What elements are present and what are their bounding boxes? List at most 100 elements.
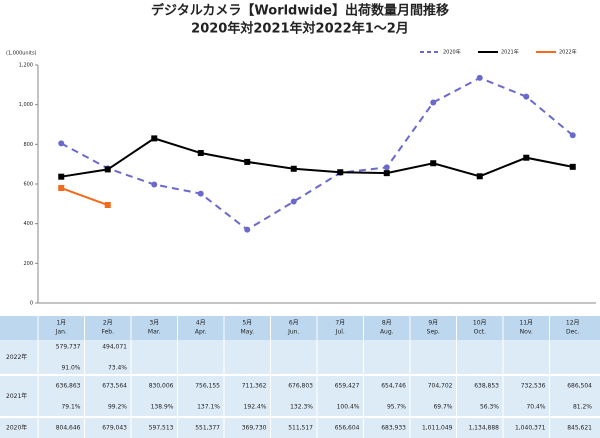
point — [58, 173, 65, 180]
month-jp: 1月 — [56, 320, 66, 327]
y-tick-label: 400 — [23, 221, 33, 227]
cell-value: 551,377 — [195, 425, 220, 432]
point — [523, 93, 530, 100]
y-tick-label: 1,000 — [19, 102, 33, 108]
y-tick-label: 0 — [30, 301, 33, 307]
point — [58, 140, 65, 147]
cell-value: 636,863 — [56, 383, 81, 390]
cell-value: 673,564 — [102, 383, 127, 390]
cell-value: 676,803 — [288, 383, 313, 390]
month-jp: 11月 — [519, 320, 533, 327]
cell-value: 711,362 — [242, 383, 267, 390]
month-en: May. — [241, 329, 255, 336]
cell-value: 686,504 — [567, 383, 592, 390]
chart-title: デジタルカメラ【Worldwide】出荷数量月間推移 — [151, 3, 449, 19]
cell-value: 579,737 — [56, 344, 81, 351]
cell-value: 1,011,049 — [422, 425, 453, 432]
cell-value: 1,134,888 — [468, 425, 499, 432]
series-line — [61, 137, 573, 178]
month-en: Apr. — [195, 329, 207, 336]
cell-ratio: 70.4% — [526, 404, 545, 411]
row-label: 2020年 — [6, 424, 27, 432]
month-en: Oct. — [474, 329, 486, 336]
y-axis-label: (1,000units) — [6, 51, 37, 57]
point — [430, 99, 437, 106]
point — [197, 150, 204, 157]
point — [104, 202, 111, 209]
month-en: Jun. — [287, 329, 299, 336]
point — [151, 181, 158, 188]
cell-ratio: 95.7% — [387, 404, 406, 411]
cell-value: 1,040,371 — [515, 425, 546, 432]
chart-subtitle: 2020年対2021年対2022年1～2月 — [191, 21, 409, 37]
table-header-bg — [0, 316, 600, 340]
cell-ratio: 132.3% — [290, 404, 313, 411]
legend-label: 2022年 — [559, 49, 577, 56]
cell-value: 732,536 — [521, 383, 546, 390]
cell-ratio: 73.4% — [108, 365, 127, 372]
point — [476, 74, 483, 81]
month-jp: 6月 — [289, 320, 299, 327]
cell-ratio: 81.2% — [573, 404, 592, 411]
point — [523, 154, 530, 161]
series-line — [60, 76, 574, 231]
month-en: Feb. — [101, 329, 114, 336]
point — [244, 226, 251, 233]
cell-value: 369,730 — [242, 425, 267, 432]
cell-ratio: 56.3% — [480, 404, 499, 411]
point — [337, 169, 344, 176]
cell-value: 511,517 — [288, 425, 313, 432]
y-tick-label: 1,200 — [19, 63, 33, 69]
point — [383, 170, 390, 177]
cell-ratio: 137.1% — [197, 404, 220, 411]
cell-value: 683,933 — [381, 425, 406, 432]
point — [476, 173, 483, 180]
cell-value: 704,702 — [428, 383, 453, 390]
month-jp: 4月 — [196, 320, 206, 327]
point — [197, 190, 204, 197]
point — [244, 158, 251, 165]
series-line — [60, 187, 109, 206]
cell-value: 494,071 — [102, 344, 127, 351]
cell-value: 659,427 — [335, 383, 360, 390]
month-jp: 10月 — [473, 320, 487, 327]
month-jp: 3月 — [149, 320, 159, 327]
y-tick-label: 800 — [23, 142, 33, 148]
legend-label: 2020年 — [443, 49, 461, 56]
point — [290, 198, 297, 205]
point — [104, 166, 111, 173]
cell-value: 756,155 — [195, 383, 220, 390]
month-jp: 5月 — [242, 320, 252, 327]
y-tick-label: 600 — [23, 182, 33, 188]
cell-ratio: 79.1% — [61, 404, 80, 411]
cell-ratio: 138.9% — [151, 404, 174, 411]
cell-value: 845,621 — [567, 425, 592, 432]
cell-ratio: 192.4% — [244, 404, 267, 411]
point — [151, 135, 158, 142]
cell-ratio: 91.0% — [61, 365, 80, 372]
month-jp: 8月 — [382, 320, 392, 327]
y-tick-label: 200 — [23, 261, 33, 267]
month-jp: 12月 — [566, 320, 580, 327]
month-jp: 7月 — [335, 320, 345, 327]
cell-value: 830,006 — [149, 383, 174, 390]
point — [290, 165, 297, 172]
cell-value: 638,853 — [474, 383, 499, 390]
month-en: Mar. — [148, 329, 161, 336]
month-jp: 2月 — [103, 320, 113, 327]
month-en: Dec. — [566, 329, 580, 336]
month-en: Jan. — [55, 329, 67, 336]
cell-ratio: 99.2% — [108, 404, 127, 411]
point — [569, 163, 576, 170]
cell-ratio: 69.7% — [433, 404, 452, 411]
cell-value: 679,043 — [102, 425, 127, 432]
table-body-bg — [0, 340, 600, 438]
row-label: 2022年 — [6, 353, 27, 361]
row-label: 2021年 — [6, 392, 27, 400]
month-en: Jul. — [335, 329, 345, 336]
cell-value: 804,646 — [56, 425, 81, 432]
point — [430, 160, 437, 167]
month-en: Aug. — [380, 329, 394, 336]
point — [383, 164, 390, 171]
legend-label: 2021年 — [501, 49, 519, 56]
